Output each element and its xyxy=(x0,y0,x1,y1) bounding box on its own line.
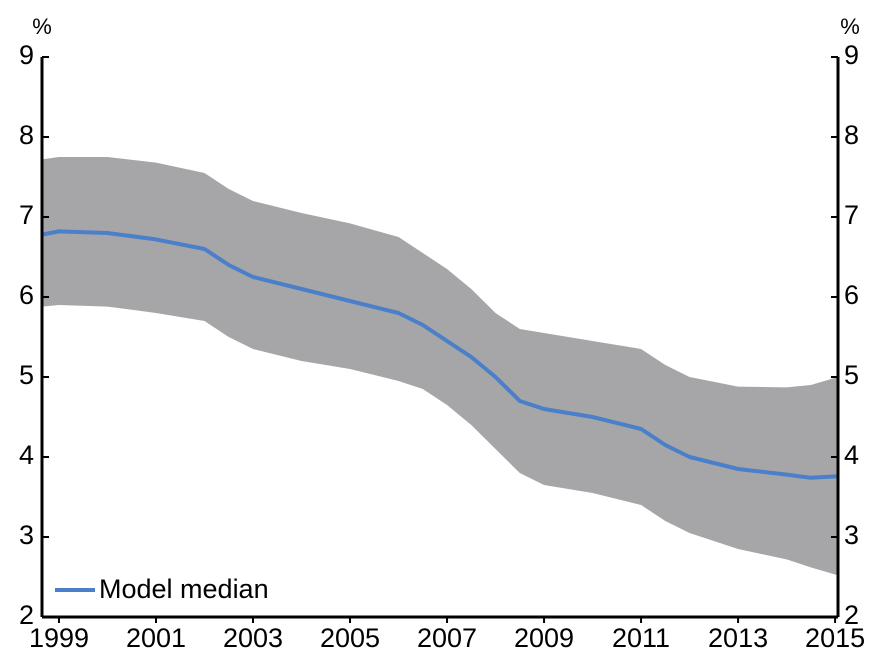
y2-tick-label: 2 xyxy=(844,600,859,630)
y2-tick-label: 6 xyxy=(844,280,859,310)
y2-tick-label: 4 xyxy=(844,440,859,470)
x-tick-label: 2015 xyxy=(805,623,865,653)
y2-tick-label: 3 xyxy=(844,520,859,550)
y-tick-label: 8 xyxy=(19,120,34,150)
y-tick-label: 6 xyxy=(19,280,34,310)
y2-tick-label: 8 xyxy=(844,120,859,150)
line xyxy=(41,229,839,480)
x-tick-label: 2001 xyxy=(126,623,186,653)
x-tick-label: 1999 xyxy=(29,623,89,653)
y2-tick-label: 9 xyxy=(844,40,859,70)
x-tick-label: 2007 xyxy=(417,623,477,653)
x-tick-label: 2011 xyxy=(612,623,670,653)
y-tick-label: 7 xyxy=(19,200,34,230)
y-axis-label: % xyxy=(32,14,52,39)
band xyxy=(42,157,838,576)
y-tick-label: 4 xyxy=(19,440,34,470)
legend-label: Model median xyxy=(99,574,269,604)
x-tick-label: 2013 xyxy=(708,623,768,653)
y-tick-label: 5 xyxy=(19,360,34,390)
x-tick-label: 2009 xyxy=(514,623,574,653)
y-tick-label: 3 xyxy=(19,520,34,550)
y2-axis-label: % xyxy=(840,14,860,39)
x-tick-label: 2005 xyxy=(320,623,380,653)
y-tick-label: 9 xyxy=(19,40,34,70)
y2-tick-label: 5 xyxy=(844,360,859,390)
y2-tick-label: 7 xyxy=(844,200,859,230)
y-tick-label: 2 xyxy=(19,600,34,630)
x-tick-label: 2003 xyxy=(223,623,283,653)
